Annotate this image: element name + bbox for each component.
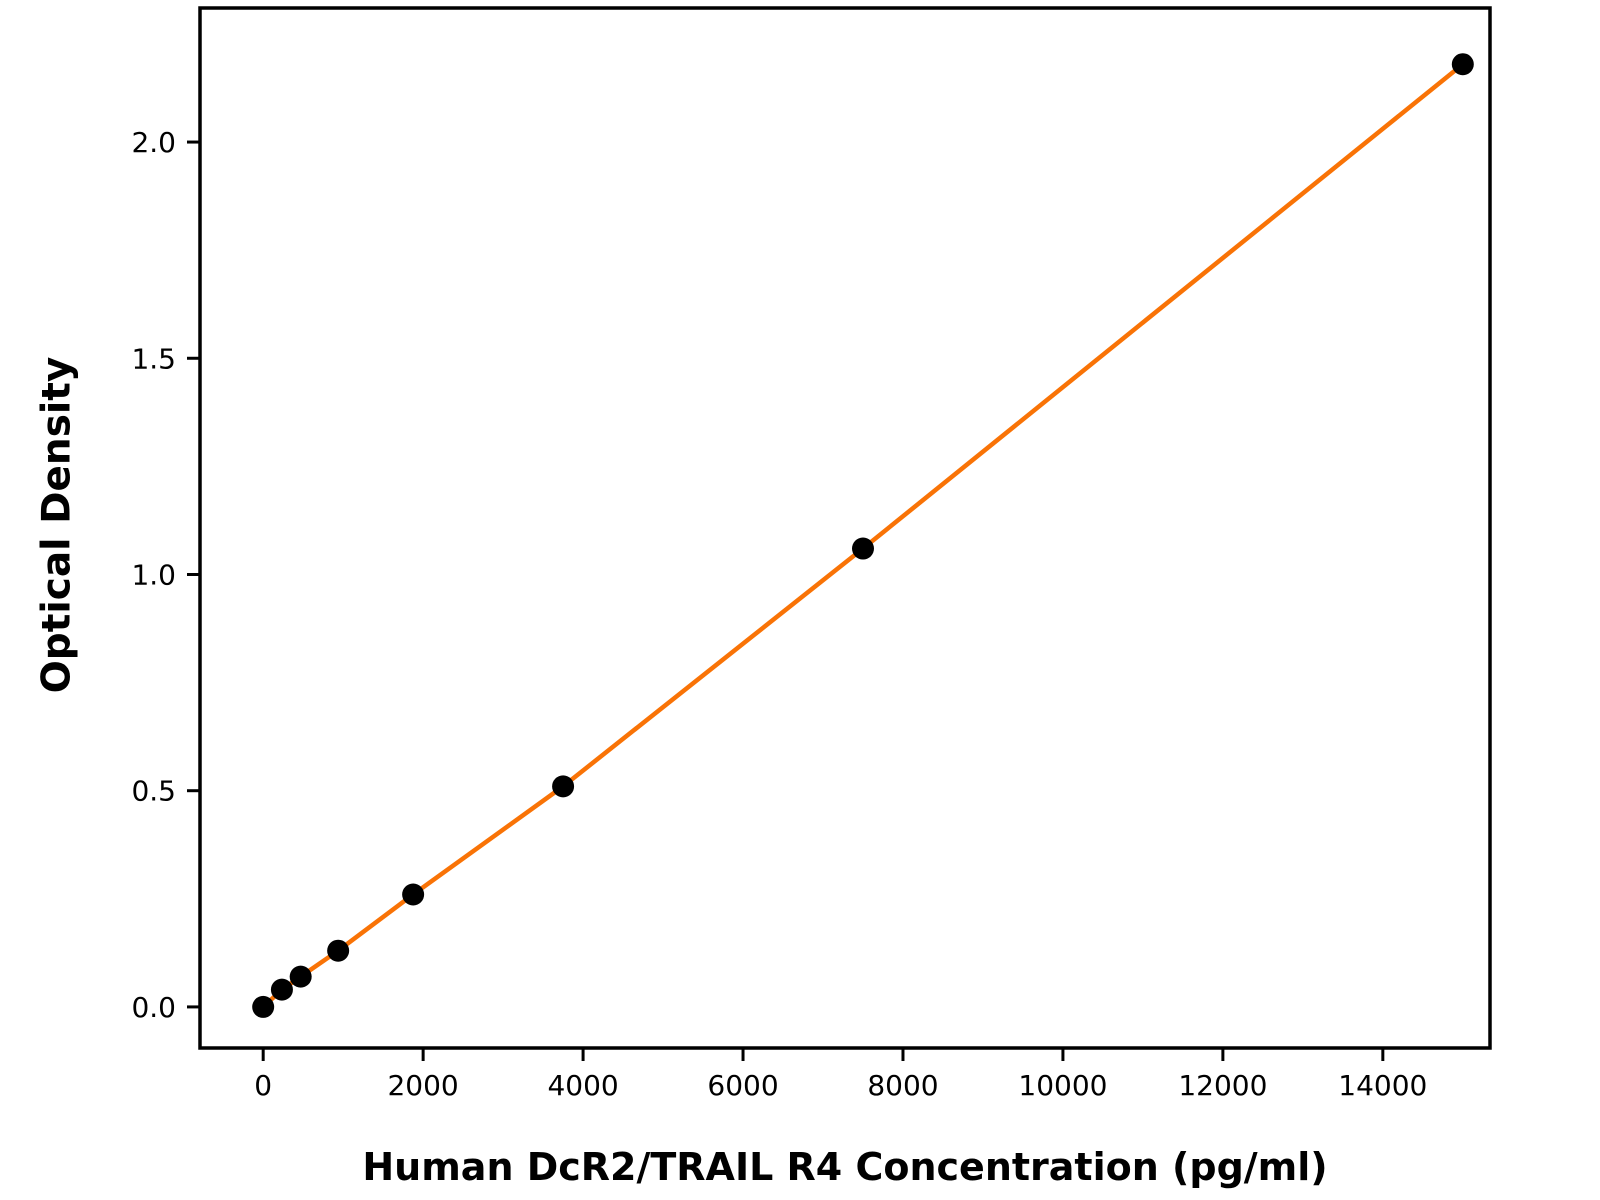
data-point bbox=[1451, 53, 1474, 76]
y-tick-label: 2.0 bbox=[131, 126, 176, 159]
data-point bbox=[289, 965, 312, 988]
x-tick-label: 8000 bbox=[867, 1069, 938, 1102]
x-tick-label: 0 bbox=[254, 1069, 272, 1102]
data-point bbox=[851, 537, 874, 560]
curve-line bbox=[260, 61, 1466, 1010]
plot-frame bbox=[198, 6, 1492, 1050]
y-tick-label: 1.0 bbox=[131, 558, 176, 591]
data-point bbox=[552, 775, 575, 798]
y-tick-label: 0.0 bbox=[131, 991, 176, 1024]
data-point bbox=[270, 978, 293, 1001]
x-tick-label: 10000 bbox=[1018, 1069, 1107, 1102]
x-tick-label: 12000 bbox=[1178, 1069, 1267, 1102]
data-point bbox=[252, 995, 275, 1018]
x-tick-label: 2000 bbox=[387, 1069, 458, 1102]
x-axis-title: Human DcR2/TRAIL R4 Concentration (pg/ml… bbox=[362, 1145, 1328, 1189]
y-tick-label: 0.5 bbox=[131, 775, 176, 808]
data-point bbox=[402, 883, 425, 906]
y-axis-title: Optical Density bbox=[34, 356, 80, 694]
x-tick-label: 6000 bbox=[707, 1069, 778, 1102]
y-tick-label: 1.5 bbox=[131, 342, 176, 375]
x-tick-label: 14000 bbox=[1338, 1069, 1427, 1102]
x-tick-label: 4000 bbox=[547, 1069, 618, 1102]
data-point bbox=[327, 939, 350, 962]
